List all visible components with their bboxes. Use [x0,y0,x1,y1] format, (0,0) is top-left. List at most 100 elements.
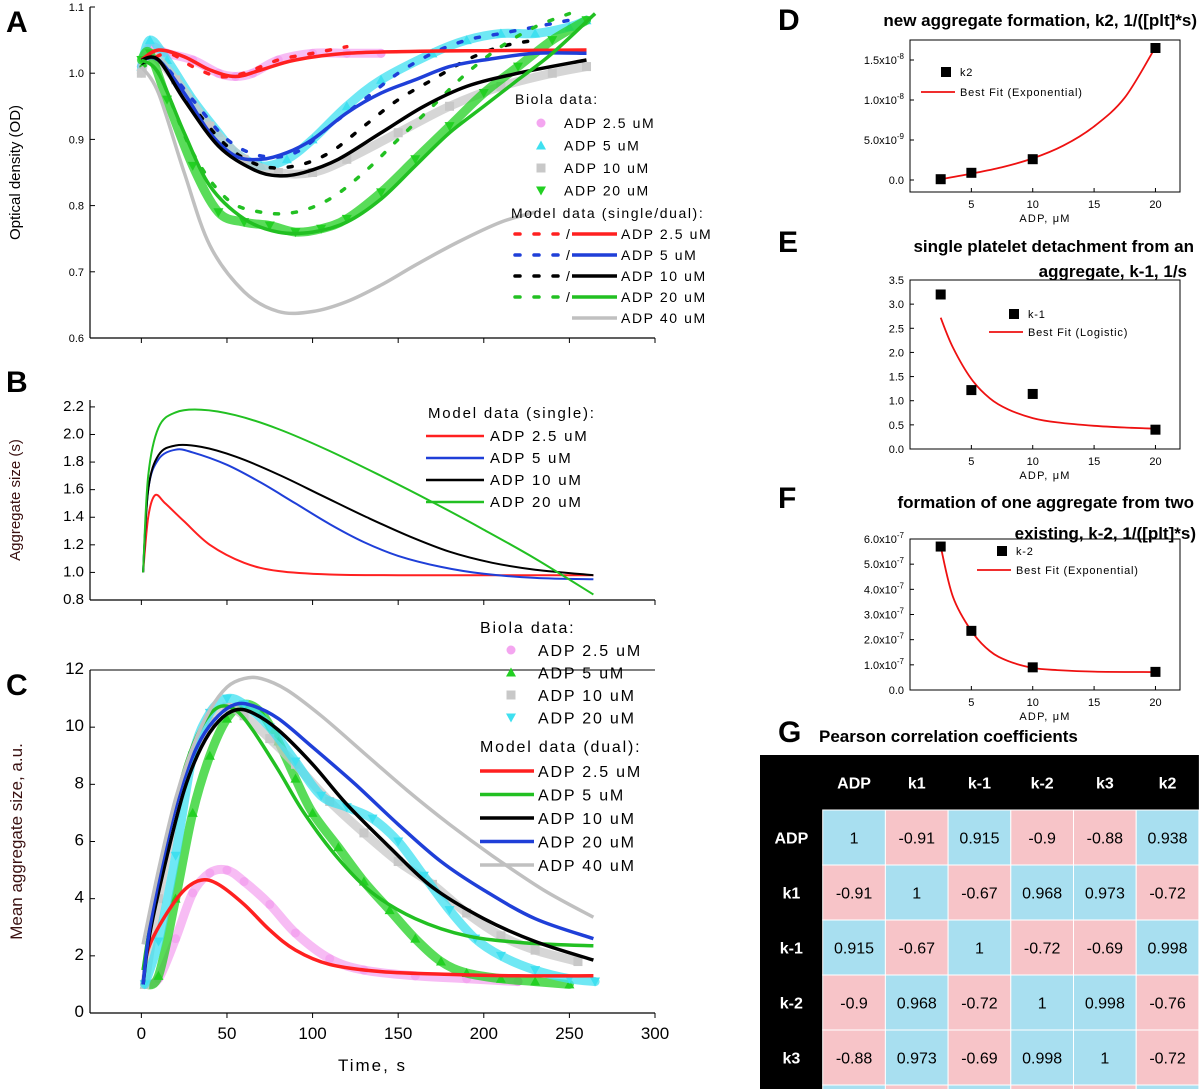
legend-entry-data: ADP 20 uM [538,711,636,728]
data-point [530,945,540,955]
model-line-model-dual-adp-2-5-um [140,48,587,79]
chart-title-D: new aggregate formation, k2, 1/([plt]*s) [883,11,1197,30]
legend-entry-point: k2 [960,67,973,79]
data-point [307,807,318,817]
data-point-E [935,289,946,300]
table-cell-value: -0.72 [1149,886,1186,903]
x-tick-label-C: 300 [641,1024,669,1043]
data-point [213,208,224,218]
chart-F: formation of one aggregate from two exist… [864,493,1196,723]
data-point [384,905,395,915]
y-tick-label-B: 1.0 [63,563,84,580]
data-point [333,842,344,852]
table-cell-value: 0.998 [1022,1051,1062,1068]
legend-entry: ADP 10 uM [490,472,583,489]
table-cell-value: 0.915 [834,941,874,958]
series-C-biola-adp-2-5-um [140,864,523,989]
series-A-model-dual-adp-20-um [140,12,597,236]
data-point [478,89,489,99]
data-point [265,734,275,744]
table-cell [1073,974,1137,1031]
series-B-adp-10-um [142,443,594,577]
y-tick-exponent: -7 [897,531,905,540]
fit-curve-F [939,546,1156,673]
column-header: k-1 [968,776,991,793]
x-tick-label-E: 5 [968,456,974,468]
data-point [281,154,292,164]
legend-entry-model: ADP 5 uM [621,247,697,263]
data-point [188,888,198,898]
series-C-model-adp-2-5-um [141,878,594,978]
table-cell-value: 0.998 [1085,996,1125,1013]
chart-title-F: existing, k-2, 1/([plt]*s) [1015,524,1196,543]
data-point [205,121,215,131]
chart-title-F: formation of one aggregate from two [897,493,1194,512]
data-point-D [1150,43,1161,53]
series-C-model-adp-10-um [141,707,594,985]
legend-entry-model: ADP 40 uM [538,858,636,875]
legend-entry-data: ADP 10 uM [538,688,636,705]
legend-separator: / [566,289,570,305]
fit-curve-E [939,317,1156,430]
series-B-adp-20-um [142,408,594,596]
y-tick-label-C: 4 [75,888,84,907]
legend-marker [997,546,1007,556]
chart-A: 0.6 0.7 0.8 0.9 1.0 1.1 Optical density (OD) Bi… [7,2,711,345]
legend-marker [536,186,546,196]
legend-entry-point: k-1 [1028,309,1046,321]
data-point [582,62,592,72]
legend-header-model: Model data (single/dual): [511,205,704,221]
data-point [325,954,335,964]
y-tick-mantissa: 2.0x10 [864,635,897,647]
table-cell [822,1084,886,1089]
legend-entry: ADP 20 uM [490,494,583,511]
data-point [221,713,232,723]
table-cell [947,974,1012,1031]
table-cell [1010,974,1074,1031]
legend-entry-data: ADP 2.5 uM [538,643,642,660]
x-tick-label-E: 10 [1027,456,1039,468]
table-cell-value: 1 [1038,996,1047,1013]
data-point [530,966,541,976]
data-point [136,68,146,78]
column-header: k1 [908,776,926,793]
series-A-model-dual-adp-40-um [139,65,536,316]
y-tick-label-C: 2 [75,945,84,964]
legend-entry-model: ADP 20 uM [538,835,636,852]
y-tick-label-D: 1.0x10-8 [864,92,905,107]
model-line-model-dual-adp-40-um [139,65,536,316]
column-header: ADP [837,776,871,793]
data-point [341,101,352,111]
data-point [547,36,558,46]
y-axis-title-C: Mean aggregate size, a.u. [7,743,26,940]
y-tick-label-C: 10 [65,716,84,735]
y-tick-label-C: 6 [75,831,84,850]
data-point [496,931,506,941]
row-header-background [760,755,823,1089]
y-tick-label-E: 1.0 [889,396,904,408]
series-A-model-single-adp-2-5-um [139,44,349,79]
y-tick-mantissa: 0.0 [889,685,904,697]
x-tick-label-F: 20 [1149,697,1161,709]
legend-entry-fit: Best Fit (Exponential) [1016,565,1139,577]
y-tick-label-E: 0.0 [889,444,904,456]
legend-C: Biola data: ADP 2.5 uM ADP 5 uM ADP 10 uM AD… [480,620,642,875]
data-point-D [935,174,946,185]
x-tick-label-C: 100 [298,1024,326,1043]
chart-title-E: aggregate, k-1, 1/s [1039,262,1187,281]
panel-letter-E: E [778,226,798,259]
model-line-model-dual-adp-10-um [141,55,587,178]
y-axis-title-A: Optical density (OD) [7,105,24,240]
table-cell-value: -0.72 [1149,1051,1186,1068]
data-point [393,128,403,138]
table-cell [1010,1084,1074,1089]
data-point [316,791,327,801]
table-cell [1010,1029,1074,1086]
data-point [410,155,421,165]
x-tick-label-F: 10 [1027,697,1039,709]
table-cell-value: 0.968 [897,996,937,1013]
data-point-F [935,541,946,552]
model-line-adp-10-um [142,443,594,577]
legend-marker [506,667,516,677]
data-point [376,74,387,84]
